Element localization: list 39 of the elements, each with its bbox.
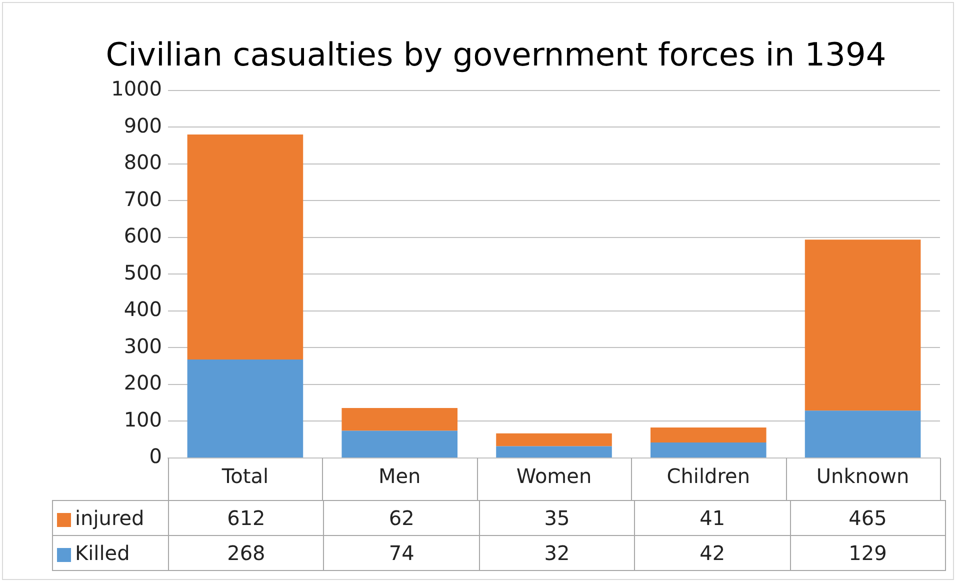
y-tick-label: 800 [124,150,162,174]
bar [187,134,304,360]
x-tick-label: Women [516,464,592,488]
bar [650,442,766,458]
bar [187,359,304,458]
x-tick-label: Total [220,464,269,488]
data-label: 612 [168,500,324,536]
y-tick-label: 500 [124,260,162,284]
y-tick-label: 1000 [111,76,162,101]
y-tick-label: 0 [149,444,162,468]
x-tick-label: Unknown [816,464,910,488]
y-tick-label: 700 [124,186,162,211]
bar [342,408,458,431]
y-tick-label: 300 [124,334,162,358]
data-label: 129 [790,536,946,570]
y-tick-label: 400 [124,297,162,322]
data-label: 32 [479,536,635,570]
y-tick-label: 100 [124,407,162,432]
bar [804,410,921,458]
bar [496,433,612,446]
data-label: 268 [168,536,324,570]
bar [804,240,921,411]
legend-label: injured [52,500,168,536]
y-tick-label: 200 [124,370,162,395]
x-tick-label: Men [378,464,421,488]
x-tick-label: Children [666,464,750,488]
y-tick-label: 600 [124,224,162,248]
data-label: 62 [324,500,480,536]
chart-title: Civilian casualties by government forces in 1394 [106,36,886,74]
data-label: 35 [479,500,635,536]
data-label: 74 [324,536,480,570]
data-label: 41 [634,500,790,536]
bar [650,427,766,443]
data-label: 465 [790,500,946,536]
bar [342,430,458,458]
bar [496,446,612,458]
data-label: 42 [634,536,790,570]
y-tick-label: 900 [124,113,162,138]
legend-label: Killed [52,536,168,570]
